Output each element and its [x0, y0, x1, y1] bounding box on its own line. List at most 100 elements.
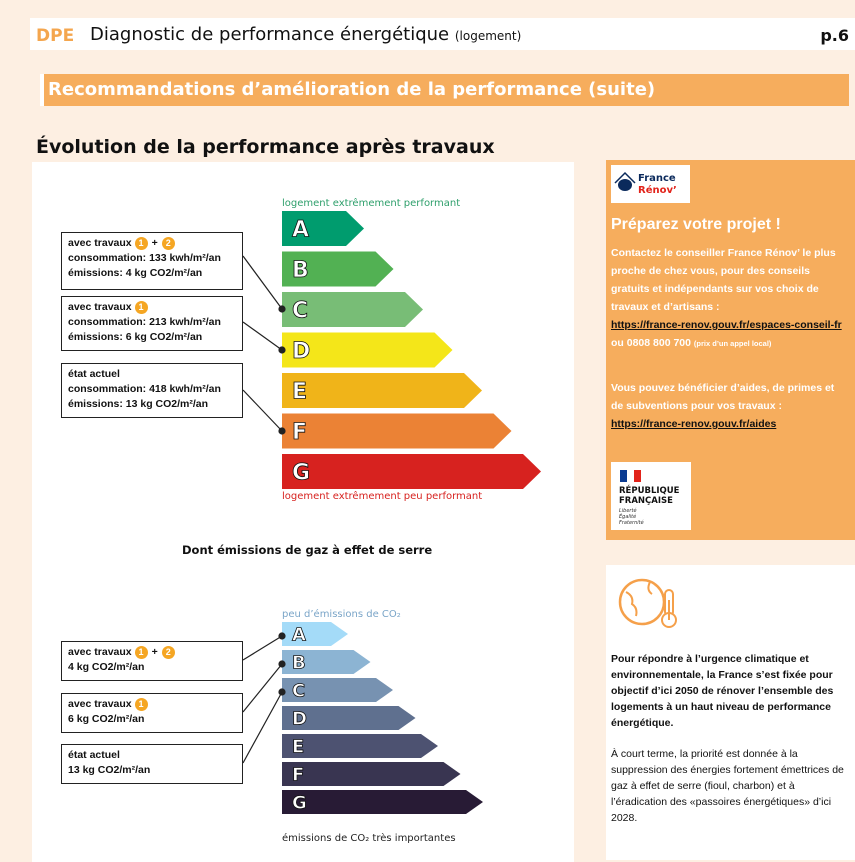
- badge-1: 1: [134, 300, 148, 314]
- energy-class-label-e: E: [292, 379, 307, 404]
- rf-motto-3: Fraternité: [619, 519, 644, 526]
- state-title: avec travaux 1: [68, 300, 236, 315]
- france-renov-title: Préparez votre projet !: [611, 216, 781, 233]
- energy-state-current: état actuel consommation: 418 kwh/m²/an …: [61, 363, 243, 418]
- dpe-charts-svg: logement extrêmement performant logement…: [182, 197, 541, 844]
- connector-dot: [278, 660, 286, 668]
- plus-sign: +: [151, 237, 158, 249]
- energy-bar-c: [282, 292, 423, 327]
- globe-thermometer-icon: [618, 578, 677, 628]
- energy-connectors: [242, 255, 286, 435]
- connector-line: [242, 255, 283, 310]
- connector-dot: [278, 346, 286, 354]
- state-title-text: avec travaux: [68, 301, 132, 313]
- ges-bar-f: [282, 762, 461, 786]
- espaces-conseil-link[interactable]: https://france-renov.gouv.fr/espaces-con…: [611, 319, 842, 331]
- france-renov-p2: Vous pouvez bénéficier d’aides, de prime…: [611, 382, 835, 412]
- france-renov-text-1: Contactez le conseiller France Rénov’ le…: [611, 244, 849, 353]
- house-icon: France Rénov’: [614, 171, 677, 196]
- france-renov-logo: France Rénov’: [611, 165, 690, 203]
- ges-bar-g: [282, 790, 483, 814]
- energy-class-label-f: F: [292, 420, 307, 445]
- connector-line: [242, 663, 283, 713]
- rf-motto-1: Liberté: [619, 507, 637, 514]
- ges-class-label-c: C: [292, 680, 305, 701]
- ges-connectors: [242, 632, 286, 764]
- state-title: avec travaux 1 +2: [68, 236, 236, 251]
- energy-bar-d: [282, 332, 453, 368]
- connector-dot: [278, 305, 286, 313]
- france-renov-phone-note: (prix d’un appel local): [693, 339, 772, 348]
- energy-class-label-c: C: [292, 298, 308, 323]
- energy-bar-a: [282, 211, 364, 246]
- climate-info-p2: À court terme, la priorité est donnée à …: [611, 748, 844, 824]
- connector-dot: [278, 427, 286, 435]
- energy-class-label-a: A: [292, 217, 309, 242]
- climate-info-box: [606, 565, 855, 860]
- connector-line: [242, 321, 283, 351]
- rf-motto-2: Égalité: [619, 512, 636, 520]
- state-emissions: émissions: 13 kg CO2/m²/an: [68, 398, 209, 410]
- energy-bottom-label: logement extrêmement peu performant: [282, 490, 482, 502]
- ges-title: Dont émissions de gaz à effet de serre: [182, 543, 432, 557]
- section-banner: [40, 74, 849, 106]
- energy-top-label: logement extrêmement performant: [282, 197, 460, 209]
- connector-line: [242, 691, 283, 764]
- france-renov-p1: Contactez le conseiller France Rénov’ le…: [611, 247, 836, 313]
- ges-state-after-1-2: avec travaux 1 +2 4 kg CO2/m²/an: [61, 641, 243, 681]
- ges-top-label: peu d’émissions de CO₂: [282, 608, 401, 620]
- energy-class-label-d: D: [292, 339, 310, 364]
- ges-bar-d: [282, 706, 416, 730]
- ges-bar-b: [282, 650, 371, 674]
- state-consumption: consommation: 213 kwh/m²/an: [68, 316, 221, 328]
- header-bar: [30, 18, 855, 50]
- energy-bar-e: [282, 373, 482, 408]
- logo-line2: Rénov’: [638, 184, 677, 196]
- badge-1: 1: [134, 236, 148, 250]
- ges-bar-e: [282, 734, 438, 758]
- ges-bar-c: [282, 678, 393, 702]
- section-banner-text: Recommandations d’amélioration de la per…: [48, 79, 656, 100]
- aides-link[interactable]: https://france-renov.gouv.fr/aides: [611, 418, 777, 430]
- energy-bar-g: [282, 454, 541, 489]
- connector-line: [242, 389, 283, 432]
- rf-line1: RÉPUBLIQUE: [619, 484, 680, 496]
- energy-class-label-g: G: [292, 460, 310, 485]
- state-emissions: émissions: 4 kg CO2/m²/an: [68, 267, 203, 279]
- state-title: avec travaux 1: [68, 697, 236, 712]
- ges-class-label-e: E: [292, 736, 304, 757]
- state-title: état actuel: [68, 749, 120, 761]
- ges-bar-a: [282, 622, 348, 646]
- state-emissions: 4 kg CO2/m²/an: [68, 661, 145, 673]
- page-number: p.6: [820, 26, 849, 45]
- france-renov-phone: ou 0808 800 700: [611, 337, 691, 349]
- climate-info-p1: Pour répondre à l’urgence climatique et …: [611, 653, 834, 729]
- energy-class-label-b: B: [292, 258, 309, 283]
- state-title: état actuel: [68, 368, 120, 380]
- ges-state-after-1: avec travaux 1 6 kg CO2/m²/an: [61, 693, 243, 733]
- state-title-text: avec travaux: [68, 646, 132, 658]
- header-title: Diagnostic de performance énergétique (l…: [90, 24, 521, 45]
- state-consumption: consommation: 133 kwh/m²/an: [68, 252, 221, 264]
- connector-dot: [278, 688, 286, 696]
- plus-sign: +: [151, 646, 158, 658]
- marianne-icon: RÉPUBLIQUE FRANÇAISE Liberté Égalité Fra…: [619, 470, 680, 526]
- energy-state-after-1-2: avec travaux 1 +2 consommation: 133 kwh/m…: [61, 232, 243, 290]
- ges-bottom-label: émissions de CO₂ très importantes: [282, 832, 456, 844]
- badge-2: 2: [161, 645, 175, 659]
- section-title: Évolution de la performance après travau…: [36, 136, 495, 158]
- energy-bar-b: [282, 251, 394, 287]
- ges-class-label-a: A: [292, 624, 306, 645]
- ges-state-current: état actuel 13 kg CO2/m²/an: [61, 744, 243, 784]
- state-title-text: avec travaux: [68, 237, 132, 249]
- connector-dot: [278, 632, 286, 640]
- rf-line2: FRANÇAISE: [619, 496, 673, 506]
- ges-class-label-g: G: [292, 792, 307, 813]
- ges-class-label-b: B: [292, 652, 306, 673]
- connector-line: [242, 635, 283, 661]
- state-consumption: consommation: 418 kwh/m²/an: [68, 383, 221, 395]
- state-title-text: avec travaux: [68, 698, 132, 710]
- state-emissions: 6 kg CO2/m²/an: [68, 713, 145, 725]
- header-title-small: (logement): [454, 29, 522, 43]
